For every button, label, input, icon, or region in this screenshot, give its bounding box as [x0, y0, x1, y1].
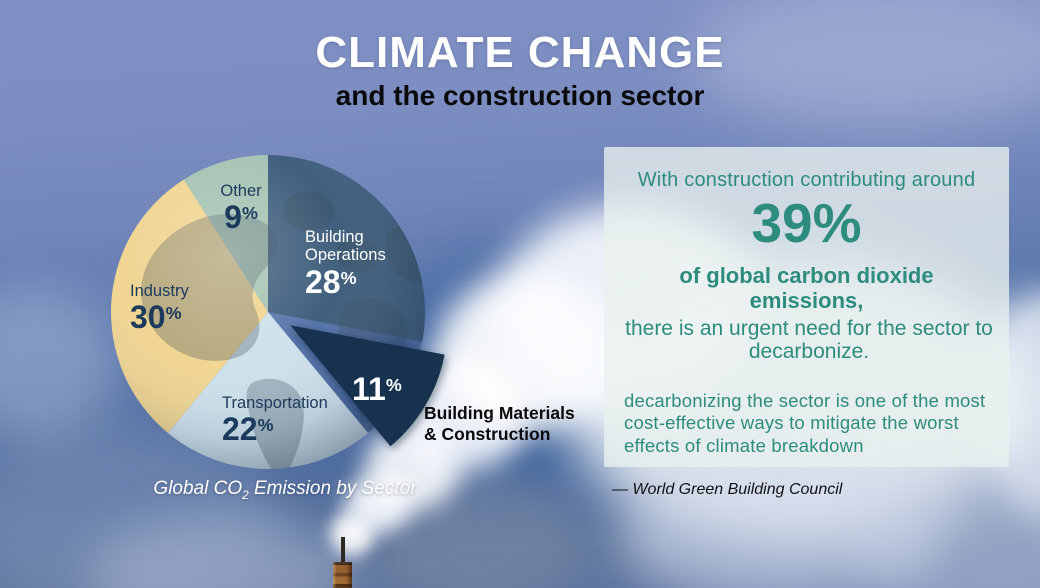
header: CLIMATE CHANGE and the construction sect…	[0, 28, 1040, 112]
value: 22	[222, 411, 258, 448]
pie-value-building-materials: 11%	[352, 373, 402, 405]
panel-stat-39-percent: 39%	[751, 192, 862, 254]
pie-label-building-materials-value: 11%	[352, 372, 402, 405]
pie-label-other-value: 9%	[205, 201, 277, 233]
chart-caption: Global CO2 Emission by Sector	[140, 478, 430, 502]
page-subtitle: and the construction sector	[335, 80, 705, 112]
pie-label-industry: Industry 30%	[130, 282, 240, 333]
panel-note-text: decarbonizing the sector is one of the m…	[624, 389, 986, 456]
value: 28	[305, 263, 341, 300]
percent-sign: %	[257, 415, 274, 436]
bottom-right-cloud	[860, 470, 1040, 588]
value: 30	[130, 299, 166, 336]
panel-continuation-text: there is an urgent need for the sector t…	[625, 316, 993, 364]
pie-label-other-name: Other	[220, 182, 262, 200]
pie-label-building-operations-value: 28%	[305, 266, 405, 298]
below-panel-cloud	[620, 460, 940, 588]
percent-sign: %	[165, 303, 182, 324]
value: 11	[352, 371, 386, 407]
value: 9	[224, 199, 242, 236]
pie-label-other: Other 9%	[205, 182, 277, 233]
caption-prefix: Global CO	[153, 478, 243, 499]
smoke-plume	[330, 512, 374, 556]
pie-label-building-operations-name: Building Operations	[305, 228, 386, 265]
pie-label-industry-value: 30%	[130, 301, 240, 333]
quote-panel: With construction contributing around 39…	[604, 147, 1009, 467]
caption-subscript: 2	[242, 488, 249, 502]
percent-sign: %	[340, 267, 357, 288]
attribution-source: — World Green Building Council	[612, 481, 843, 498]
bottom-center-cloud	[90, 515, 350, 588]
pie-label-transportation-value: 22%	[222, 413, 352, 445]
panel-intro-text: With construction contributing around	[637, 169, 976, 191]
panel-emphasis-text: of global carbon dioxide emissions,	[679, 263, 934, 314]
pie-label-building-operations: Building Operations 28%	[305, 228, 405, 298]
percent-sign: %	[241, 203, 258, 224]
pie-label-industry-name: Industry	[130, 282, 189, 300]
caption-suffix: Emission by Sector	[248, 478, 417, 499]
pie-label-building-materials-name: Building Materials & Construction	[424, 403, 575, 444]
smokestack-chimney	[333, 562, 352, 588]
percent-sign: %	[385, 375, 402, 396]
pie-label-transportation: Transportation 22%	[222, 394, 352, 445]
page-title: CLIMATE CHANGE	[315, 28, 725, 77]
pie-label-transportation-name: Transportation	[222, 394, 328, 412]
